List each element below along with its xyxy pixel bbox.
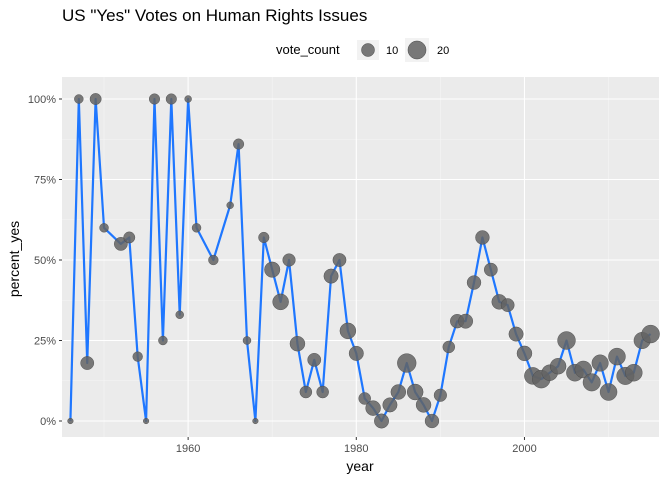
data-point [158,335,168,346]
data-point [323,268,339,284]
data-point [641,324,660,344]
data-point [500,298,515,312]
y-tick-label: 25% [34,336,56,348]
data-point [123,231,136,244]
data-point [332,253,347,267]
data-point [374,413,389,429]
data-point [208,254,219,266]
legend-title: vote_count [276,42,340,57]
data-point [390,384,407,400]
data-point [89,93,102,105]
data-point [516,345,533,362]
data-point [424,413,440,429]
data-point [143,417,150,425]
data-point [339,322,357,340]
data-point [433,388,447,402]
data-point [466,275,482,290]
data-point [165,93,177,105]
legend-key-large-point [407,40,427,60]
data-point [264,261,281,278]
y-tick-label: 75% [34,175,56,187]
y-axis-title: percent_yes [6,221,22,297]
data-point [299,385,313,399]
y-tick-label: 50% [34,255,56,267]
data-point [233,138,245,150]
legend-label-small: 10 [386,45,398,57]
data-point [365,400,381,416]
data-point [608,347,626,366]
data-point [382,397,398,413]
data-point [242,336,252,345]
x-tick-label: 1980 [344,443,368,455]
data-point [483,262,498,277]
x-tick-label: 1960 [176,443,200,455]
points-layer [67,93,660,429]
data-point [415,397,432,413]
legend-key-small-point [361,43,375,57]
data-point [289,336,306,352]
data-point [132,351,143,362]
data-point [574,360,593,379]
data-point [226,201,234,209]
data-point [442,340,455,354]
data-point [175,310,184,319]
y-tick-label: 100% [28,94,56,106]
data-point [149,93,160,105]
legend-label-large: 20 [437,45,449,57]
data-point [67,417,74,425]
data-point [475,230,490,245]
data-point [582,373,601,392]
data-point [191,223,202,233]
data-point [307,352,322,367]
legend: vote_count 10 20 [276,38,449,62]
data-point [557,331,576,350]
data-point [114,237,128,251]
axes: 0% 25% 50% 75% 100% 1960 1980 2000 [28,94,537,455]
x-axis-title: year [346,458,374,474]
data-point [252,417,259,425]
data-point [397,353,417,373]
data-point [358,392,371,405]
data-point [458,313,474,329]
data-point [316,385,329,399]
y-tick-label: 0% [40,416,56,428]
data-point [508,326,524,342]
data-point [625,364,643,382]
data-point [599,383,618,401]
data-point [282,253,296,267]
data-point [74,94,84,104]
plot-panel [62,77,659,437]
data-point [348,345,364,361]
chart-title: US "Yes" Votes on Human Rights Issues [62,6,367,25]
x-tick-label: 2000 [512,443,536,455]
data-point [184,95,192,103]
data-point [99,223,109,233]
data-point [80,356,95,370]
data-point [591,354,609,372]
data-point [406,383,424,401]
data-point [258,231,270,243]
data-point [272,293,289,311]
data-point [549,358,567,375]
